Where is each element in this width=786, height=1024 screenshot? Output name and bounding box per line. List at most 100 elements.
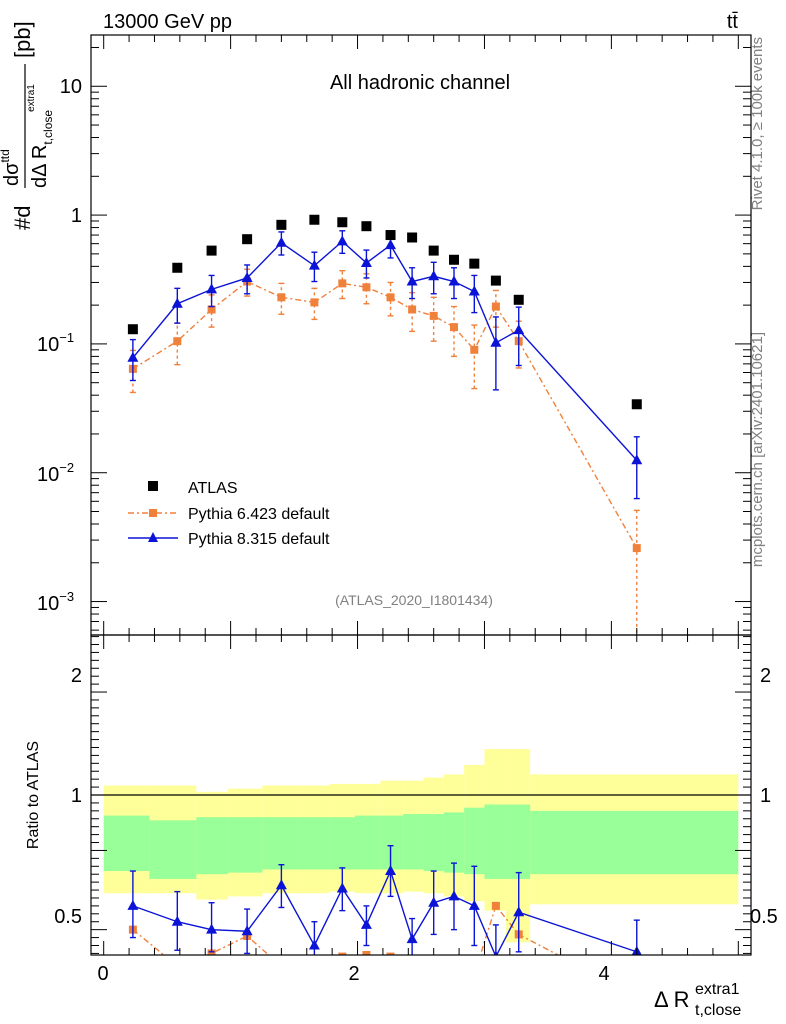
ratio-py8-point-14 [513,906,525,917]
uncertainty-bands [103,749,739,943]
legend-py8-marker [148,532,158,542]
ratio-py8-point-5 [308,939,320,950]
ratio-tick-2-left: 2 [71,665,82,687]
x-tick-4: 4 [598,963,609,985]
rivet-label: Rivet 4.1.0, ≥ 100k events [749,37,766,210]
py6-line [132,280,638,549]
atlas-point-8 [385,230,396,241]
py8-point-11 [448,275,460,286]
py8-point-7 [360,256,372,267]
y-title-den-sub: t,close [41,110,55,145]
x-tick-2: 2 [348,963,359,985]
band-inner-9 [403,814,424,870]
py8-point-0 [127,351,139,362]
svg-text:#d: #d [10,206,35,230]
atlas-point-9 [407,232,418,243]
axis-ticks [91,35,751,955]
atlas-point-1 [172,262,183,273]
atlas-point-14 [513,294,524,305]
process-label: tt̄ [727,11,739,33]
ratio-py6-point-9 [408,961,416,969]
x-tick-0: 0 [97,963,108,985]
py6-point-15 [632,544,641,553]
ratio-y-tick-labels: 2 1 0.5 2 1 0.5 [54,665,778,928]
atlas-point-6 [337,217,348,228]
band-inner-0 [103,815,150,872]
py6-point-10 [429,311,438,320]
ratio-py8-point-0 [127,899,139,910]
y-title-prefix: #d [10,206,35,230]
atlas-point-11 [449,254,459,265]
py8-point-2 [206,283,218,294]
main-plot-marks [127,214,643,635]
band-inner-13 [484,804,507,879]
y-title-num-sup: ttd [0,149,12,162]
py8-point-12 [468,285,480,296]
py6-point-6 [338,279,347,288]
y-tick-1: 1 [71,205,82,227]
py6-point-13 [491,302,500,311]
py6-point-2 [207,305,216,314]
ratio-py6-point-12 [470,970,478,978]
ratio-tick-2-right: 2 [760,665,771,687]
svg-text:dσttd: dσttd [0,149,23,186]
py8-point-4 [275,236,287,247]
ratio-py6-point-8 [386,952,395,955]
svg-text:Δ R: Δ R [654,987,689,1012]
ratio-py6-point-1 [173,962,181,970]
ratio-py6-point-15 [633,992,641,1000]
py8-point-6 [336,235,348,246]
ratio-py8-point-11 [448,890,460,901]
atlas-point-10 [428,245,439,256]
band-inner-12 [464,807,485,875]
py8-point-1 [171,297,183,308]
y-title-den-sup: extra1 [26,84,37,112]
band-inner-3 [228,817,263,873]
py8-point-14 [513,324,525,335]
atlas-point-15 [631,399,642,410]
py6-point-1 [173,337,182,346]
y-tick-1e-1: 10−1 [37,330,74,356]
legend: ATLAS Pythia 6.423 default Pythia 8.315 … [128,480,330,548]
legend-atlas-label: ATLAS [188,480,238,497]
atlas-point-3 [242,234,253,245]
ratio-py6-point-5 [310,968,318,976]
ratio-py8-point-3 [241,925,253,936]
y-title-unit: [pb] [10,21,35,58]
ratio-py8-point-8 [385,865,397,876]
legend-atlas-marker [148,481,158,491]
atlas-point-4 [276,219,287,230]
py8-point-8 [385,239,397,250]
py6-point-8 [386,293,395,302]
ratio-py8-point-6 [336,882,348,893]
band-inner-5 [297,817,330,870]
band-inner-6 [329,817,355,870]
analysis-id: (ATLAS_2020_I1801434) [335,592,493,608]
ratio-py8-point-13 [493,950,499,955]
band-inner-4 [262,817,298,870]
y-title-den: dΔ R [29,145,51,188]
ratio-tick-05-right: 0.5 [750,906,778,928]
main-y-axis-title: #d dσttd dΔ Rt,close extra1 [pb] [0,21,55,230]
band-inner-7 [355,815,381,870]
band-inner-10 [423,814,444,872]
atlas-point-2 [206,245,217,256]
py8-point-3 [241,271,253,282]
energy-label: 13000 GeV pp [103,11,232,33]
svg-text:t,close: t,close [695,1002,741,1019]
band-inner-11 [443,812,465,873]
ratio-py8-point-1 [171,915,183,926]
ratio-py8-point-12 [468,899,480,910]
channel-label: All hadronic channel [330,72,510,94]
ratio-py8-point-2 [206,923,218,934]
ratio-py6-point-4 [277,962,285,970]
ratio-py6-point-11 [450,957,458,965]
y-tick-1e-2: 10−2 [37,460,74,486]
py8-point-15 [631,454,643,465]
py8-point-5 [308,259,320,270]
ratio-tick-1-right: 1 [760,785,771,807]
py6-point-9 [408,305,417,314]
svg-text:extra1: extra1 [695,981,740,998]
py8-point-9 [406,275,418,286]
